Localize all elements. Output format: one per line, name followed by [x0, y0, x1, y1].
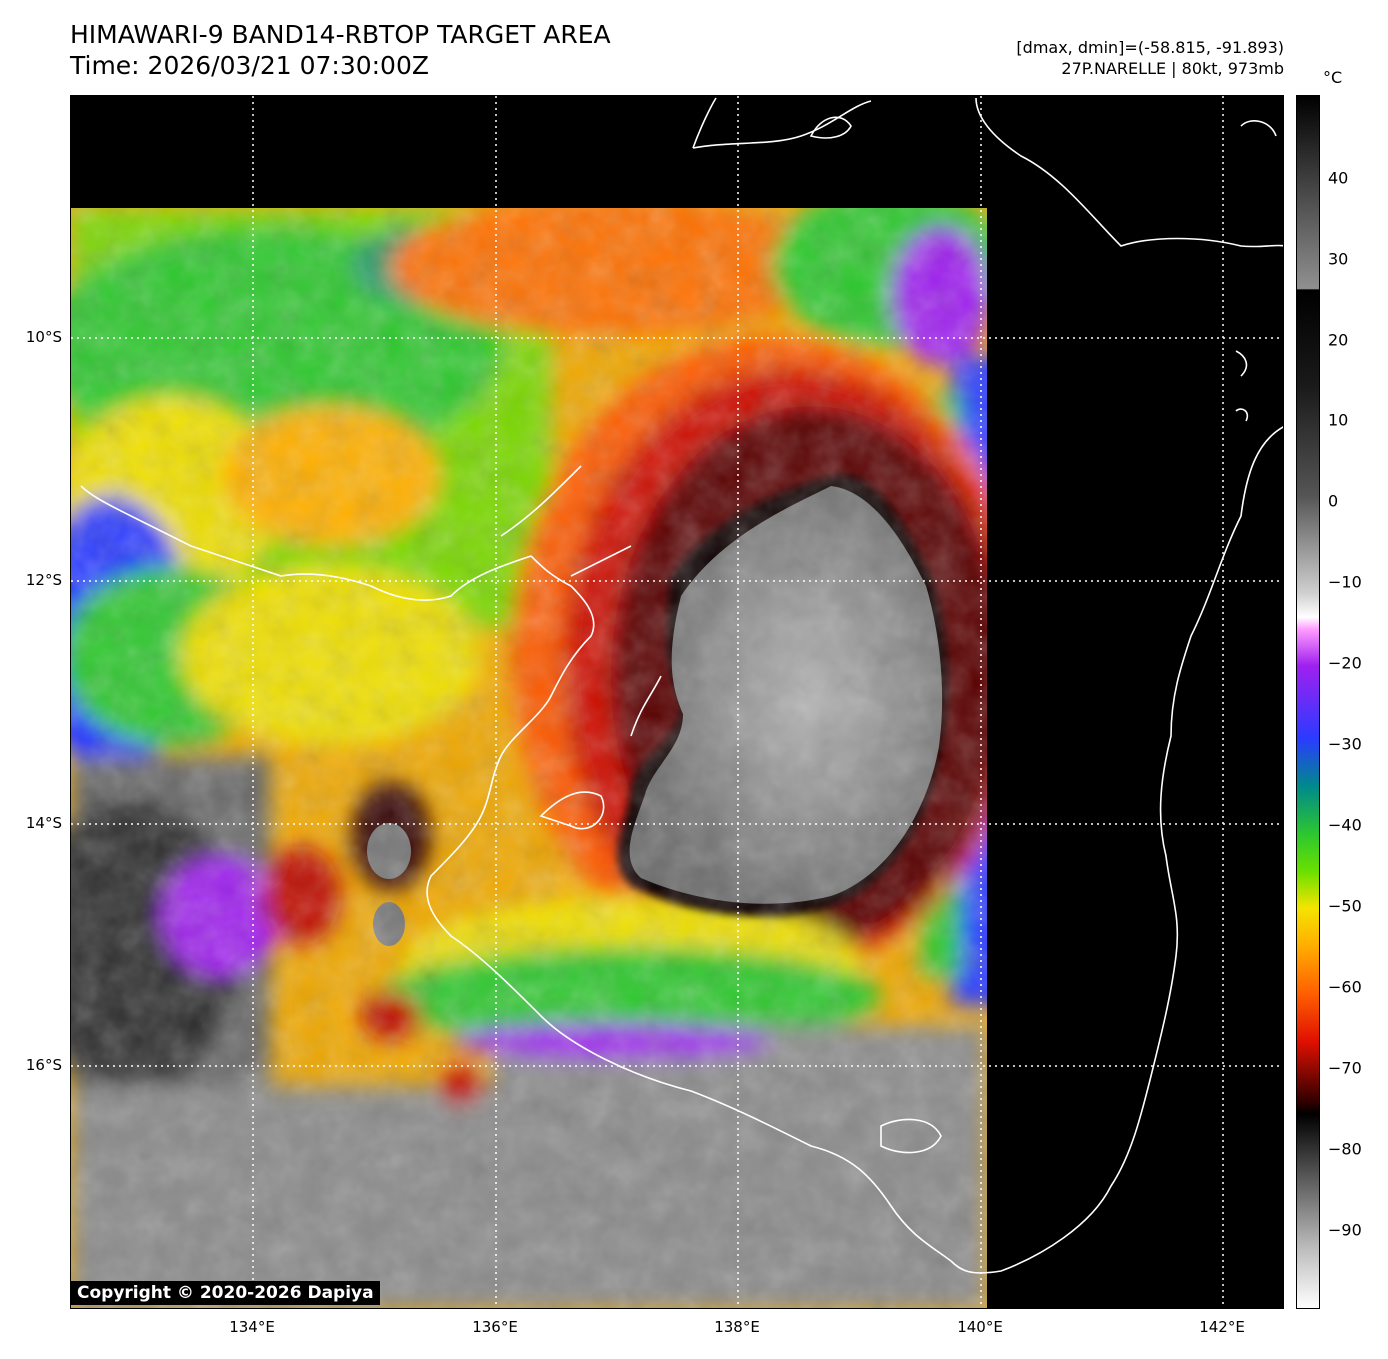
temperature-range-label: [dmax, dmin]=(-58.815, -91.893): [1016, 38, 1284, 57]
temperature-colorbar: [1296, 95, 1320, 1309]
copyright-label: Copyright © 2020-2026 Dapiya: [71, 1281, 380, 1305]
colorbar-tick-label: −10: [1328, 572, 1362, 592]
x-tick-label: 134°E: [229, 1318, 275, 1336]
y-tick-label: 12°S: [25, 571, 62, 589]
colorbar-tick-label: 30: [1328, 249, 1349, 269]
colorbar-tick-label: −40: [1328, 815, 1362, 835]
coastline-outlines: [80, 97, 1283, 1274]
colorbar-tick-label: −30: [1328, 734, 1362, 754]
colorbar-tick-label: −80: [1328, 1139, 1362, 1159]
satellite-imagery: [71, 96, 1283, 1308]
image-title: HIMAWARI-9 BAND14-RBTOP TARGET AREA: [70, 20, 611, 49]
colorbar-tick-label: −50: [1328, 896, 1362, 916]
storm-info-label: 27P.NARELLE | 80kt, 973mb: [1061, 59, 1284, 78]
y-tick-label: 14°S: [25, 814, 62, 832]
colorbar-tick-label: 40: [1328, 168, 1349, 188]
colorbar-tick-label: 10: [1328, 410, 1349, 430]
y-tick-label: 16°S: [25, 1056, 62, 1074]
x-tick-label: 138°E: [714, 1318, 760, 1336]
colorbar-tick-label: 0: [1328, 491, 1339, 511]
colorbar-tick-label: −20: [1328, 653, 1362, 673]
x-tick-label: 136°E: [472, 1318, 518, 1336]
x-tick-label: 142°E: [1199, 1318, 1245, 1336]
colorbar-tick-label: −90: [1328, 1220, 1362, 1240]
y-tick-label: 10°S: [25, 328, 62, 346]
colorbar-unit-label: °C: [1323, 68, 1343, 87]
x-tick-label: 140°E: [957, 1318, 1003, 1336]
colorbar-tick-label: −70: [1328, 1058, 1362, 1078]
colorbar-tick-label: −60: [1328, 977, 1362, 997]
satellite-image-panel: [70, 95, 1284, 1309]
image-timestamp: Time: 2026/03/21 07:30:00Z: [70, 51, 429, 80]
map-gridlines: [71, 96, 1283, 1308]
colorbar-tick-label: 20: [1328, 330, 1349, 350]
